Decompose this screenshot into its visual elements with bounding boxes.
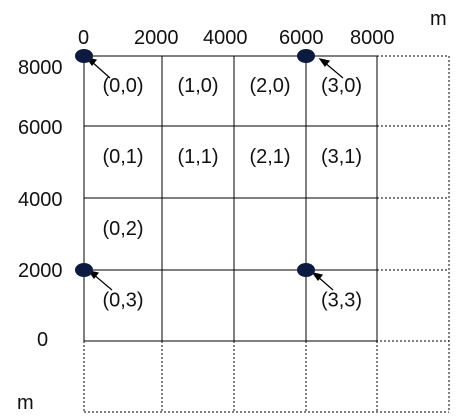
cell-label: (0,0) — [102, 75, 143, 97]
y-tick-label: 2000 — [18, 260, 63, 282]
x-axis-ticks: 0 2000 4000 6000 8000 — [78, 27, 395, 49]
cell-label: (0,3) — [102, 290, 143, 312]
cell-label: (0,1) — [102, 146, 143, 168]
points — [75, 49, 315, 277]
unit-label-top: m — [430, 8, 447, 30]
solid-grid-lines — [83, 55, 378, 342]
x-tick-label: 0 — [78, 27, 89, 49]
cell-label: (1,1) — [177, 146, 218, 168]
arrow-to-point-0-8000 — [85, 57, 111, 79]
y-axis-ticks: 8000 6000 4000 2000 0 — [18, 57, 63, 351]
y-tick-label: 8000 — [18, 57, 63, 79]
cell-labels: (0,0) (1,0) (2,0) (3,0) (0,1) (1,1) (2,1) (3,1)… — [102, 75, 362, 312]
arrow-to-point-0-2000 — [87, 270, 113, 291]
x-tick-label: 4000 — [203, 27, 248, 49]
cell-label: (2,1) — [249, 146, 290, 168]
cell-label: (3,3) — [321, 290, 362, 312]
arrow-to-point-6000-8000 — [318, 58, 344, 79]
cell-label: (3,1) — [321, 146, 362, 168]
x-tick-label: 2000 — [134, 27, 179, 49]
unit-label-left: m — [17, 392, 34, 414]
x-tick-label: 6000 — [279, 27, 324, 49]
y-tick-label: 0 — [37, 329, 48, 351]
point-0-8000 — [75, 49, 93, 63]
cell-label: (1,0) — [177, 75, 218, 97]
arrow-to-point-6000-2000 — [311, 272, 334, 291]
cell-label: (3,0) — [321, 75, 362, 97]
cell-label: (2,0) — [249, 75, 290, 97]
x-tick-label: 8000 — [350, 27, 395, 49]
y-tick-label: 4000 — [18, 189, 63, 211]
point-6000-2000 — [297, 263, 315, 277]
cell-label: (0,2) — [102, 218, 143, 240]
point-6000-8000 — [297, 49, 315, 63]
y-tick-label: 6000 — [18, 117, 63, 139]
point-0-2000 — [75, 263, 93, 277]
